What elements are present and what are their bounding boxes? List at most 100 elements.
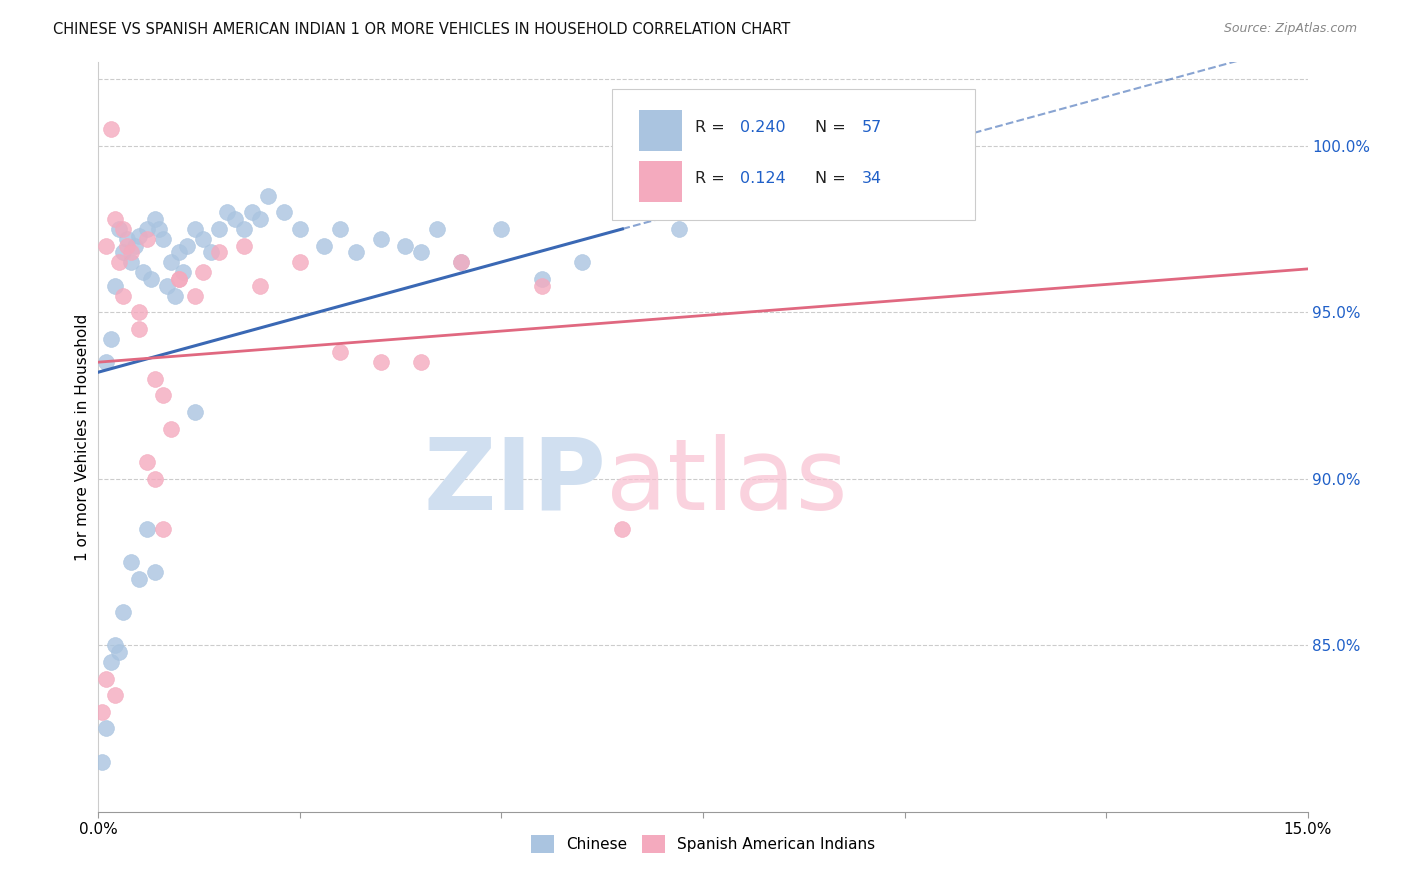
Point — [111, 222, 134, 236]
Point — [103, 278, 125, 293]
FancyBboxPatch shape — [638, 110, 682, 151]
Point — [100, 332, 122, 346]
Text: Source: ZipAtlas.com: Source: ZipAtlas.com — [1223, 22, 1357, 36]
Point — [200, 245, 222, 260]
Point — [530, 272, 553, 286]
Point — [96, 238, 118, 252]
Point — [344, 245, 367, 260]
Point — [184, 288, 207, 302]
Point — [103, 211, 125, 226]
Point — [193, 265, 215, 279]
Point — [160, 422, 183, 436]
Point — [128, 322, 150, 336]
Text: atlas: atlas — [606, 434, 848, 531]
Text: 34: 34 — [862, 170, 882, 186]
Point — [115, 232, 138, 246]
Point — [107, 255, 129, 269]
Point — [100, 655, 122, 669]
Point — [135, 222, 157, 236]
Text: 0.124: 0.124 — [741, 170, 786, 186]
Point — [224, 211, 246, 226]
Point — [143, 372, 166, 386]
Point — [288, 222, 311, 236]
Point — [167, 272, 190, 286]
Point — [193, 232, 215, 246]
Point — [184, 405, 207, 419]
Point — [273, 205, 295, 219]
Point — [96, 355, 118, 369]
Point — [409, 245, 432, 260]
Point — [100, 122, 122, 136]
Point — [156, 278, 179, 293]
Point — [103, 638, 125, 652]
Point — [426, 222, 449, 236]
Point — [329, 222, 352, 236]
Point — [232, 222, 254, 236]
Point — [143, 565, 166, 579]
Point — [370, 232, 392, 246]
Point — [91, 755, 114, 769]
Point — [128, 305, 150, 319]
Point — [167, 272, 190, 286]
Point — [120, 255, 142, 269]
Point — [491, 222, 513, 236]
Point — [152, 232, 174, 246]
Point — [288, 255, 311, 269]
Point — [96, 722, 118, 736]
Text: ZIP: ZIP — [423, 434, 606, 531]
FancyBboxPatch shape — [638, 161, 682, 202]
Text: R =: R = — [695, 170, 730, 186]
Text: N =: N = — [815, 170, 851, 186]
Point — [163, 288, 186, 302]
Point — [208, 222, 231, 236]
Text: CHINESE VS SPANISH AMERICAN INDIAN 1 OR MORE VEHICLES IN HOUSEHOLD CORRELATION C: CHINESE VS SPANISH AMERICAN INDIAN 1 OR … — [53, 22, 790, 37]
Point — [96, 672, 118, 686]
Point — [143, 472, 166, 486]
Point — [217, 205, 239, 219]
Point — [314, 238, 336, 252]
Point — [135, 522, 157, 536]
Point — [409, 355, 432, 369]
Point — [636, 199, 658, 213]
Text: R =: R = — [695, 120, 730, 135]
Point — [111, 245, 134, 260]
Point — [530, 278, 553, 293]
Point — [152, 388, 174, 402]
Text: N =: N = — [815, 120, 851, 135]
Point — [184, 222, 207, 236]
Point — [160, 255, 183, 269]
Point — [176, 238, 198, 252]
Point — [139, 272, 162, 286]
Point — [132, 265, 155, 279]
Text: 0.240: 0.240 — [741, 120, 786, 135]
FancyBboxPatch shape — [613, 88, 976, 219]
Legend: Chinese, Spanish American Indians: Chinese, Spanish American Indians — [523, 828, 883, 860]
Point — [172, 265, 194, 279]
Point — [249, 278, 271, 293]
Y-axis label: 1 or more Vehicles in Household: 1 or more Vehicles in Household — [75, 313, 90, 561]
Text: 57: 57 — [862, 120, 882, 135]
Point — [240, 205, 263, 219]
Point — [256, 188, 278, 202]
Point — [450, 255, 472, 269]
Point — [450, 255, 472, 269]
Point — [107, 222, 129, 236]
Point — [128, 228, 150, 243]
Point — [120, 555, 142, 569]
Point — [135, 455, 157, 469]
Point — [249, 211, 271, 226]
Point — [329, 345, 352, 359]
Point — [370, 355, 392, 369]
Point — [167, 245, 190, 260]
Point — [143, 211, 166, 226]
Point — [152, 522, 174, 536]
Point — [128, 572, 150, 586]
Point — [208, 245, 231, 260]
Point — [111, 288, 134, 302]
Point — [120, 245, 142, 260]
Point — [103, 688, 125, 702]
Point — [571, 255, 593, 269]
Point — [91, 705, 114, 719]
Point — [115, 238, 138, 252]
Point — [232, 238, 254, 252]
